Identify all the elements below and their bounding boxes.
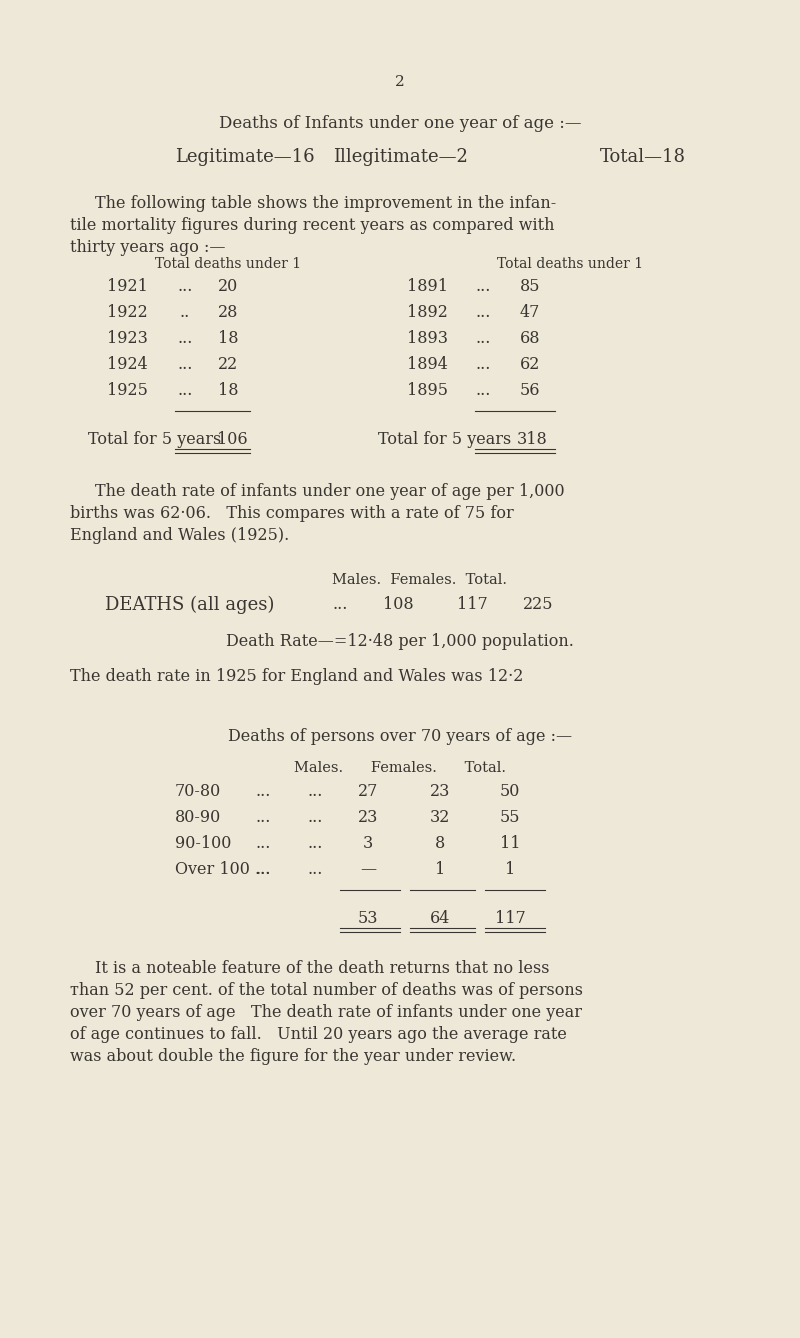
Text: ...: ... — [255, 860, 270, 878]
Text: The death rate of infants under one year of age per 1,000: The death rate of infants under one year… — [95, 483, 565, 500]
Text: —: — — [360, 860, 376, 878]
Text: 28: 28 — [218, 304, 238, 321]
Text: 70-80: 70-80 — [175, 783, 222, 800]
Text: 55: 55 — [500, 809, 520, 826]
Text: 1892: 1892 — [407, 304, 448, 321]
Text: 27: 27 — [358, 783, 378, 800]
Text: 117: 117 — [494, 910, 526, 927]
Text: Over 100 ...: Over 100 ... — [175, 860, 270, 878]
Text: Illegitimate—2: Illegitimate—2 — [333, 149, 467, 166]
Text: was about double the figure for the year under review.: was about double the figure for the year… — [70, 1048, 516, 1065]
Text: ...: ... — [307, 809, 322, 826]
Text: 2: 2 — [395, 75, 405, 90]
Text: England and Wales (1925).: England and Wales (1925). — [70, 527, 290, 545]
Text: ...: ... — [307, 835, 322, 852]
Text: 3: 3 — [363, 835, 373, 852]
Text: 47: 47 — [520, 304, 540, 321]
Text: 1893: 1893 — [407, 330, 448, 347]
Text: 106: 106 — [218, 431, 248, 448]
Text: ...: ... — [475, 278, 490, 294]
Text: births was 62·06.   This compares with a rate of 75 for: births was 62·06. This compares with a r… — [70, 504, 514, 522]
Text: DEATHS (all ages): DEATHS (all ages) — [105, 595, 274, 614]
Text: 117: 117 — [457, 595, 487, 613]
Text: 1894: 1894 — [407, 356, 448, 373]
Text: ...: ... — [178, 278, 193, 294]
Text: ...: ... — [475, 383, 490, 399]
Text: Total for 5 years: Total for 5 years — [378, 431, 511, 448]
Text: 23: 23 — [358, 809, 378, 826]
Text: Deaths of persons over 70 years of age :—: Deaths of persons over 70 years of age :… — [228, 728, 572, 745]
Text: ...: ... — [333, 595, 348, 613]
Text: ...: ... — [307, 860, 322, 878]
Text: 80-90: 80-90 — [175, 809, 222, 826]
Text: ...: ... — [475, 356, 490, 373]
Text: 85: 85 — [519, 278, 540, 294]
Text: Total deaths under 1: Total deaths under 1 — [155, 257, 301, 272]
Text: ...: ... — [178, 356, 193, 373]
Text: ...: ... — [255, 809, 270, 826]
Text: ...: ... — [178, 330, 193, 347]
Text: 225: 225 — [522, 595, 554, 613]
Text: 1923: 1923 — [107, 330, 148, 347]
Text: 1: 1 — [435, 860, 445, 878]
Text: 1921: 1921 — [107, 278, 148, 294]
Text: 1922: 1922 — [107, 304, 148, 321]
Text: 108: 108 — [382, 595, 414, 613]
Text: 20: 20 — [218, 278, 238, 294]
Text: ᴛhan 52 per cent. of the total number of deaths was of persons: ᴛhan 52 per cent. of the total number of… — [70, 982, 583, 999]
Text: ...: ... — [307, 783, 322, 800]
Text: 22: 22 — [218, 356, 238, 373]
Text: ...: ... — [178, 383, 193, 399]
Text: 56: 56 — [519, 383, 540, 399]
Text: 23: 23 — [430, 783, 450, 800]
Text: 1925: 1925 — [107, 383, 148, 399]
Text: 1924: 1924 — [107, 356, 148, 373]
Text: ...: ... — [255, 835, 270, 852]
Text: The death rate in 1925 for England and Wales was 12·2: The death rate in 1925 for England and W… — [70, 668, 523, 685]
Text: of age continues to fall.   Until 20 years ago the average rate: of age continues to fall. Until 20 years… — [70, 1026, 567, 1044]
Text: over 70 years of age   The death rate of infants under one year: over 70 years of age The death rate of i… — [70, 1004, 582, 1021]
Text: 18: 18 — [218, 330, 238, 347]
Text: Males.  Females.  Total.: Males. Females. Total. — [333, 573, 507, 587]
Text: 90-100: 90-100 — [175, 835, 231, 852]
Text: ..: .. — [180, 304, 190, 321]
Text: 8: 8 — [435, 835, 445, 852]
Text: It is a noteable feature of the death returns that no less: It is a noteable feature of the death re… — [95, 959, 550, 977]
Text: 62: 62 — [520, 356, 540, 373]
Text: Deaths of Infants under one year of age :—: Deaths of Infants under one year of age … — [218, 115, 582, 132]
Text: Total for 5 years: Total for 5 years — [88, 431, 222, 448]
Text: ...: ... — [255, 783, 270, 800]
Text: Males.      Females.      Total.: Males. Females. Total. — [294, 761, 506, 775]
Text: 53: 53 — [358, 910, 378, 927]
Text: ...: ... — [475, 330, 490, 347]
Text: 318: 318 — [518, 431, 548, 448]
Text: tile mortality figures during recent years as compared with: tile mortality figures during recent yea… — [70, 217, 554, 234]
Text: 64: 64 — [430, 910, 450, 927]
Text: 1891: 1891 — [407, 278, 448, 294]
Text: 1: 1 — [505, 860, 515, 878]
Text: thirty years ago :—: thirty years ago :— — [70, 240, 226, 256]
Text: 1895: 1895 — [407, 383, 448, 399]
Text: 18: 18 — [218, 383, 238, 399]
Text: ...: ... — [475, 304, 490, 321]
Text: Total deaths under 1: Total deaths under 1 — [497, 257, 643, 272]
Text: Total—18: Total—18 — [600, 149, 686, 166]
Text: The following table shows the improvement in the infan­: The following table shows the improvemen… — [95, 195, 556, 211]
Text: 32: 32 — [430, 809, 450, 826]
Text: Legitimate—16: Legitimate—16 — [175, 149, 314, 166]
Text: 50: 50 — [500, 783, 520, 800]
Text: 68: 68 — [519, 330, 540, 347]
Text: 11: 11 — [500, 835, 520, 852]
Text: Death Rate—=12·48 per 1,000 population.: Death Rate—=12·48 per 1,000 population. — [226, 633, 574, 650]
